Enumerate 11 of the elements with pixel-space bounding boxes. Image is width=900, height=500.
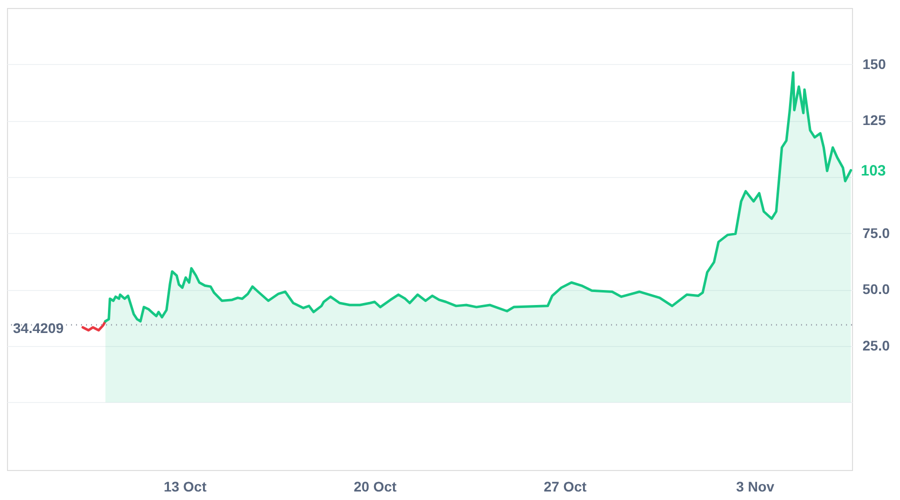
y-tick-label: 50.0: [862, 281, 890, 298]
x-tick-label: 13 Oct: [164, 478, 207, 494]
y-tick-label: 125: [862, 112, 886, 128]
y-tick-label: 25.0: [862, 338, 890, 354]
annotation: 103: [860, 162, 886, 180]
x-tick-label: 27 Oct: [544, 478, 587, 494]
ref-line-label: 34.4209: [13, 320, 64, 336]
x-tick-label: 20 Oct: [354, 478, 397, 494]
y-tick-label: 150: [862, 56, 886, 72]
x-tick-label: 3 Nov: [736, 478, 774, 494]
y-tick-label: 75.0: [862, 224, 890, 241]
